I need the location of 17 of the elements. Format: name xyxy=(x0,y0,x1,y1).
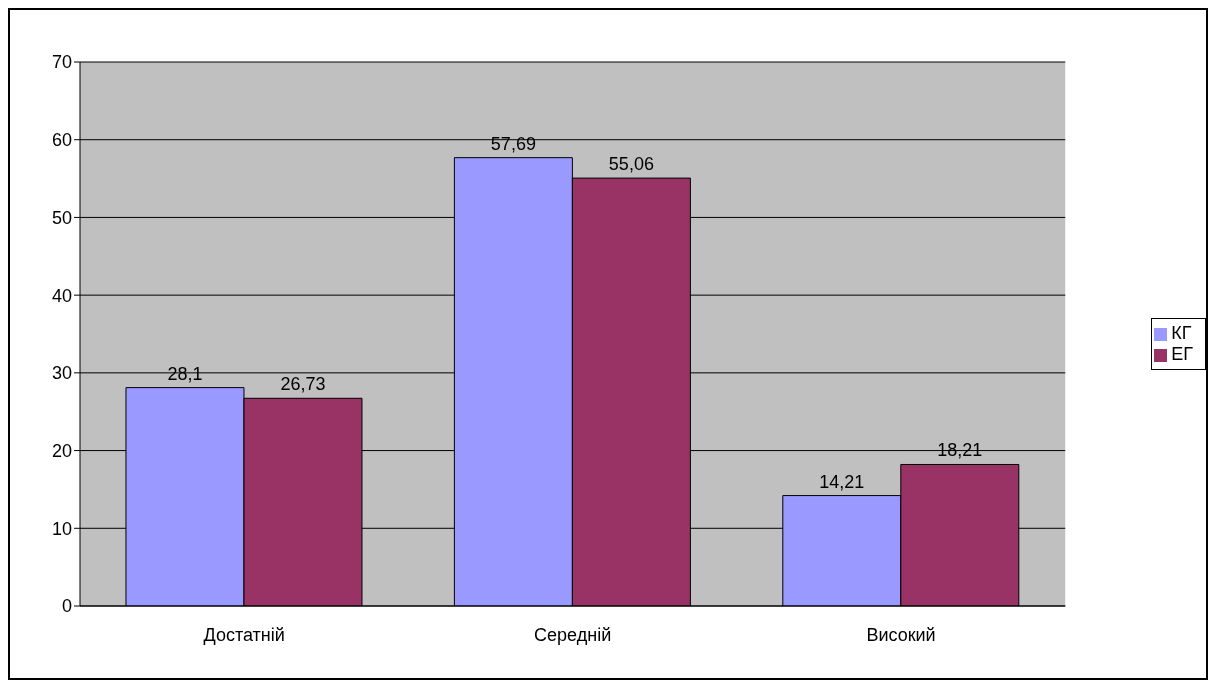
y-tick-label: 20 xyxy=(51,440,72,461)
x-tick-label: Високий xyxy=(866,624,936,645)
y-tick-label: 30 xyxy=(51,363,72,384)
y-tick-label: 40 xyxy=(51,285,72,306)
y-tick-label: 70 xyxy=(51,52,72,73)
legend-label: ЕГ xyxy=(1171,344,1193,364)
x-tick-label: Достатній xyxy=(203,624,285,645)
y-tick-label: 10 xyxy=(51,518,72,539)
x-tick-label: Середній xyxy=(534,624,612,645)
data-label: 14,21 xyxy=(819,471,865,492)
legend-label: КГ xyxy=(1171,323,1192,343)
y-tick-label: 60 xyxy=(51,130,72,151)
y-tick-label: 0 xyxy=(61,596,72,617)
y-tick-label: 50 xyxy=(51,207,72,228)
data-label: 26,73 xyxy=(280,374,326,395)
data-label: 57,69 xyxy=(490,133,536,154)
data-label: 55,06 xyxy=(608,154,654,175)
